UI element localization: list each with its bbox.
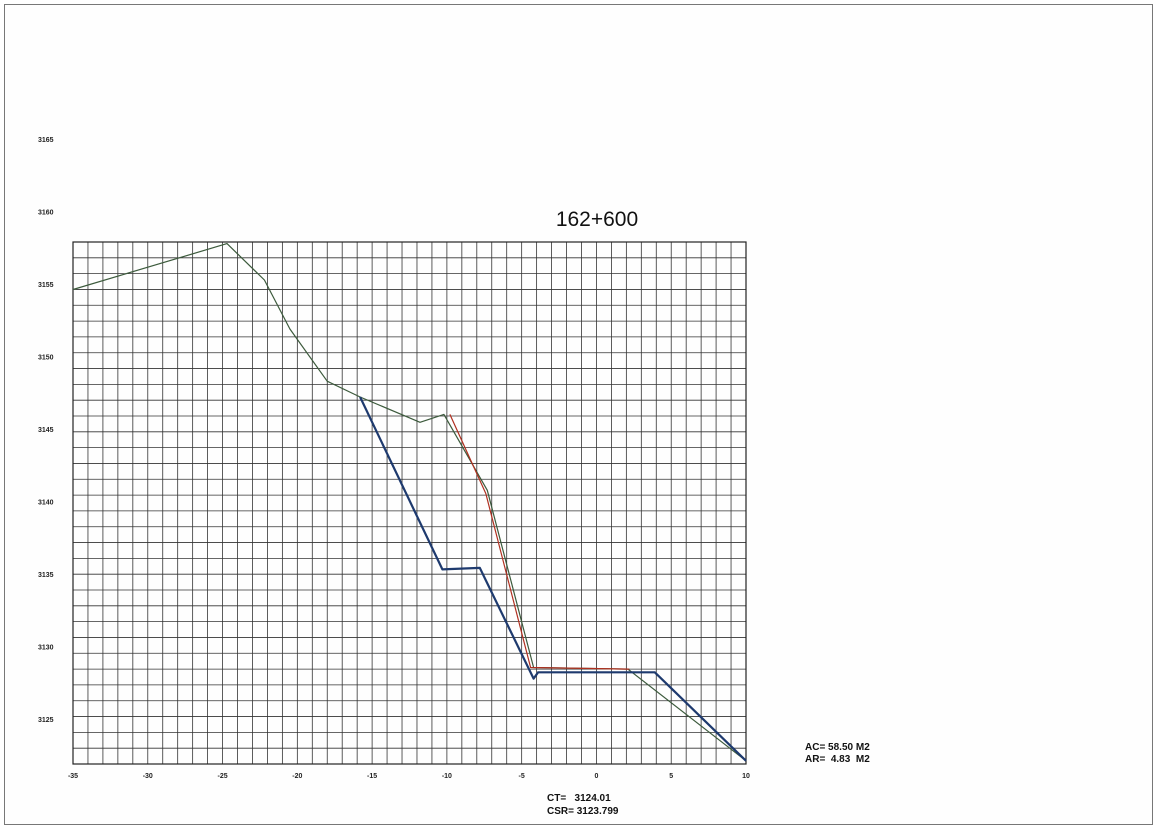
chart-series: [72, 243, 747, 762]
y-tick-label: 3130: [38, 645, 54, 652]
y-tick-label: 3135: [38, 572, 54, 579]
ct-elevation-label: CT= 3124.01: [547, 793, 611, 804]
y-tick-label: 3165: [38, 137, 54, 144]
y-tick-label: 3155: [38, 282, 54, 289]
y-tick-label: 3125: [38, 717, 54, 724]
y-tick-label: 3160: [38, 210, 54, 217]
y-tick-label: 3145: [38, 427, 54, 434]
x-tick-label: -20: [292, 773, 302, 780]
y-tick-label: 3140: [38, 500, 54, 507]
y-axis-labels: 3125 3130 3135 3140 3145 3150 3155 3160 3165: [38, 137, 54, 724]
x-tick-label: 5: [669, 773, 673, 780]
x-tick-label: -30: [143, 773, 153, 780]
x-tick-label: -25: [217, 773, 227, 780]
x-tick-label: 10: [742, 773, 750, 780]
x-tick-label: -10: [442, 773, 452, 780]
ar-area-label: AR= 4.83 M2: [805, 754, 870, 765]
csr-elevation-label: CSR= 3123.799: [547, 806, 619, 817]
x-tick-label: 0: [594, 773, 598, 780]
plot-border: [72, 241, 747, 765]
x-axis-labels: -35 -30 -25 -20 -15 -10 -5 0 5 10: [68, 773, 750, 780]
series-line-2: [449, 414, 630, 670]
chart-grid: [72, 241, 747, 765]
x-tick-label: -15: [367, 773, 377, 780]
x-tick-label: -5: [519, 773, 525, 780]
series-line-3: [359, 396, 747, 762]
chart-title: 162+600: [556, 208, 638, 231]
drawing-frame: [4, 4, 1153, 825]
x-tick-label: -35: [68, 773, 78, 780]
ac-area-label: AC= 58.50 M2: [805, 742, 870, 753]
y-tick-label: 3150: [38, 355, 54, 362]
